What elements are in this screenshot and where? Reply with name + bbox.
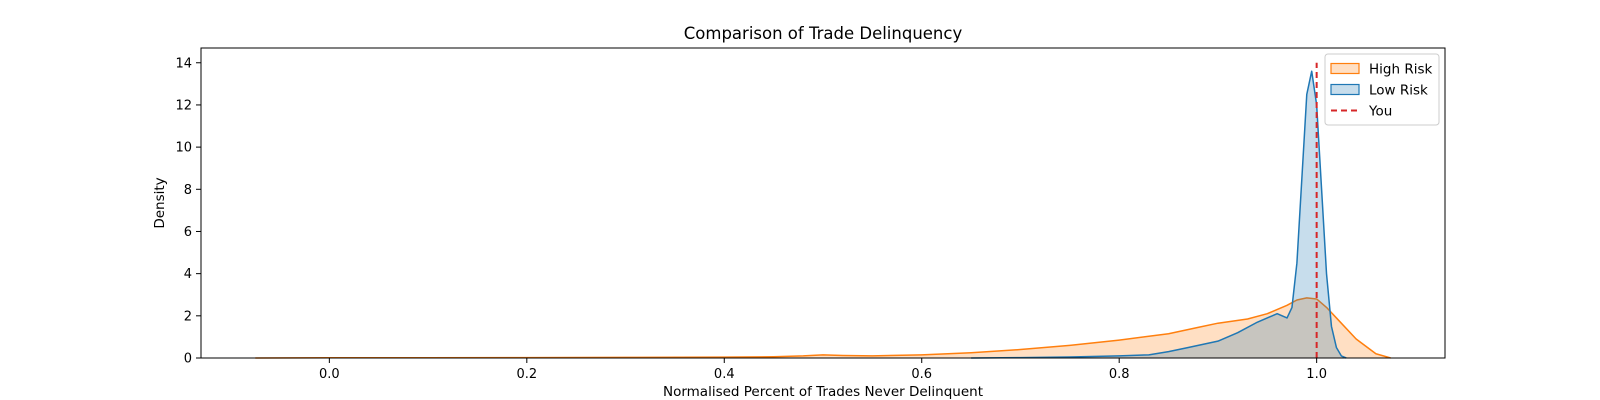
legend-swatch-high-risk [1330, 62, 1360, 75]
legend-swatch-low-risk [1330, 83, 1360, 96]
plot-frame [200, 47, 1446, 359]
plot-area [255, 62, 1391, 359]
legend-label-low-risk: Low Risk [1369, 83, 1428, 99]
legend-label-you: You [1368, 104, 1392, 120]
series-area-high-risk [255, 297, 1391, 358]
x-tick-label: 0.4 [714, 367, 735, 382]
legend-label-high-risk: High Risk [1369, 62, 1432, 78]
series-area-low-risk [971, 71, 1347, 358]
x-axis-title: Normalised Percent of Trades Never Delin… [663, 384, 983, 400]
x-axis: 0.0 0.2 0.4 0.6 0.8 1.0 [319, 358, 1327, 382]
y-tick-label: 8 [184, 183, 192, 198]
y-tick-label: 2 [184, 309, 192, 324]
y-tick-label: 12 [175, 98, 192, 113]
legend: High Risk Low Risk You [1324, 53, 1440, 126]
x-tick-label: 0.2 [516, 367, 537, 382]
y-tick-label: 14 [175, 56, 192, 71]
legend-box [1324, 53, 1440, 126]
y-axis: 0 2 4 6 8 10 12 14 [175, 56, 201, 367]
y-axis-title: Density [152, 177, 168, 228]
y-tick-label: 4 [184, 267, 192, 282]
x-tick-label: 1.0 [1306, 367, 1327, 382]
y-tick-label: 0 [184, 352, 192, 367]
x-tick-label: 0.8 [1109, 367, 1130, 382]
x-tick-label: 0.6 [911, 367, 932, 382]
y-tick-label: 10 [175, 141, 192, 156]
chart-title: Comparison of Trade Delinquency [684, 24, 963, 43]
x-tick-label: 0.0 [319, 367, 340, 382]
series-line-low-risk [971, 70, 1347, 359]
series-line-high-risk [255, 297, 1391, 359]
y-tick-label: 6 [184, 225, 192, 240]
